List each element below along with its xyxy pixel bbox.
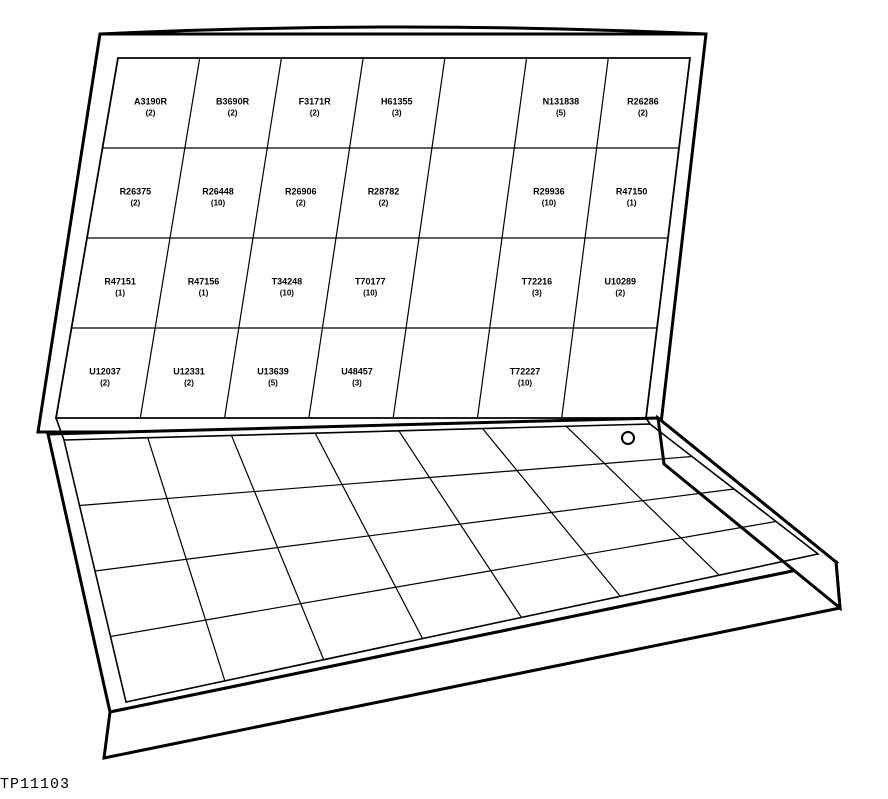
lid-cell-part: R26906 <box>285 187 317 197</box>
lid-cell-part: R47151 <box>104 277 136 287</box>
lid-cell-qty: (3) <box>352 379 362 388</box>
lid-cell-qty: (2) <box>379 199 389 208</box>
lid-cell-part: A3190R <box>134 97 168 107</box>
lid-cell-part: B3690R <box>216 97 250 107</box>
lid-cell-qty: (10) <box>518 379 533 388</box>
lid-cell-part: T70177 <box>355 277 386 287</box>
lid-cell-part: F3171R <box>299 97 332 107</box>
lid-cell-qty: (2) <box>146 109 156 118</box>
lid-cell-part: R29936 <box>533 187 565 197</box>
lid-cell-part: U13639 <box>257 367 289 377</box>
lid-cell-qty: (2) <box>130 199 140 208</box>
lid-cell-qty: (3) <box>532 289 542 298</box>
lid-cell-part: U10289 <box>605 277 637 287</box>
lid-cell-part: R26375 <box>120 187 152 197</box>
lid-cell-qty: (10) <box>363 289 378 298</box>
lid-cell-qty: (5) <box>556 109 566 118</box>
lid-cell-qty: (2) <box>638 109 648 118</box>
lid-cell-part: R28782 <box>368 187 400 197</box>
lid-cell-part: T72216 <box>522 277 553 287</box>
lid-cell-qty: (2) <box>228 109 238 118</box>
lid-cell-part: R26286 <box>627 97 659 107</box>
lid-cell-qty: (3) <box>392 109 402 118</box>
lid-cell-qty: (1) <box>627 199 637 208</box>
lid-cell-qty: (2) <box>184 379 194 388</box>
lid-cell-qty: (10) <box>280 289 295 298</box>
lid-cell-part: R47156 <box>188 277 220 287</box>
lid-cell-qty: (10) <box>211 199 226 208</box>
lid-cell-part: H61355 <box>381 97 413 107</box>
lid-cell-qty: (1) <box>199 289 209 298</box>
lid-cell-part: R26448 <box>202 187 234 197</box>
lid-cell-part: N131838 <box>543 97 580 107</box>
lid-cell-part: T72227 <box>510 367 541 377</box>
lid-cell-qty: (1) <box>115 289 125 298</box>
lid-cell-part: U12331 <box>173 367 205 377</box>
lid-cell-qty: (2) <box>615 289 625 298</box>
lid-cell-part: U12037 <box>89 367 121 377</box>
lid-cell-part: R47150 <box>616 187 648 197</box>
lid-cell-qty: (2) <box>296 199 306 208</box>
lid-cell-part: U48457 <box>341 367 373 377</box>
parts-box-diagram: A3190R (2) B3690R (2) F3171R (2) H61355 (3) N131… <box>0 0 888 799</box>
figure-caption: TP11103 <box>0 776 70 793</box>
lid-cell-qty: (2) <box>100 379 110 388</box>
lid-cell-part: T34248 <box>272 277 303 287</box>
lid-cell-qty: (2) <box>310 109 320 118</box>
lid-cell-qty: (5) <box>268 379 278 388</box>
lid-cell-qty: (10) <box>542 199 557 208</box>
